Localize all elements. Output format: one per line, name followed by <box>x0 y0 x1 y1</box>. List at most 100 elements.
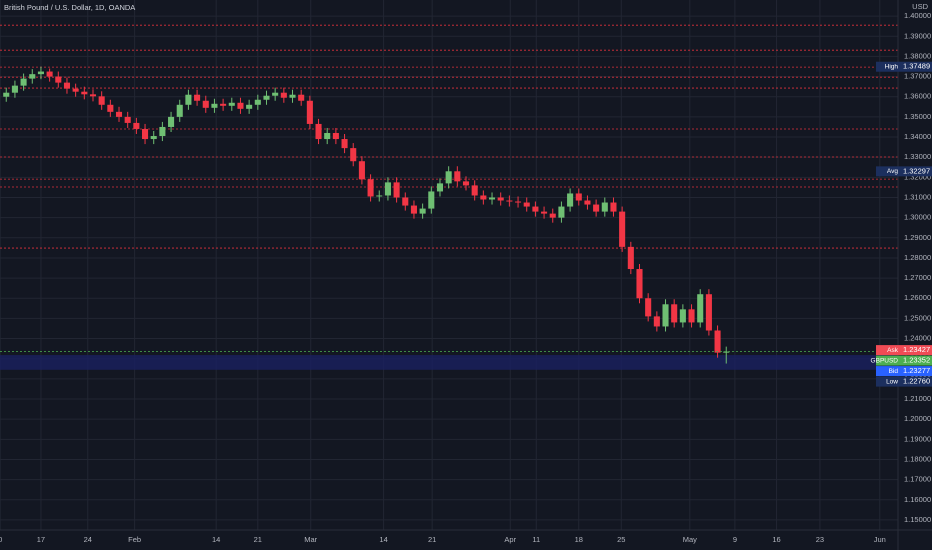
x-tick-label: 18 <box>575 535 583 544</box>
price-label-value: 1.32297 <box>903 166 930 175</box>
x-tick-label: 14 <box>379 535 387 544</box>
price-label-name: Low <box>886 378 898 385</box>
candle-body <box>619 211 626 247</box>
candle-body <box>436 183 444 192</box>
candle-body <box>610 202 617 212</box>
candle-body <box>376 195 383 197</box>
y-tick-label: 1.34000 <box>904 132 931 141</box>
y-tick-label: 1.20000 <box>904 414 931 423</box>
candle-body <box>393 182 400 198</box>
candle-body <box>72 88 79 92</box>
x-tick-label: 25 <box>617 535 625 544</box>
grid <box>0 0 898 530</box>
x-tick-label: 24 <box>84 535 92 544</box>
x-tick-label: 21 <box>428 535 436 544</box>
candle-body <box>220 103 227 106</box>
candle-body <box>419 208 426 214</box>
chart-title: British Pound / U.S. Dollar, 1D, OANDA <box>4 3 135 12</box>
candle-body <box>332 133 339 140</box>
candle-body <box>506 200 513 202</box>
candle-body <box>202 100 209 108</box>
candle-body <box>428 191 435 209</box>
candle-body <box>142 128 149 140</box>
x-tick-label: 23 <box>816 535 824 544</box>
candle-body <box>497 197 504 201</box>
y-tick-label: 1.31000 <box>904 192 931 201</box>
price-label-tag <box>876 355 900 366</box>
candle-body <box>480 195 487 200</box>
x-tick-label: 21 <box>254 535 262 544</box>
price-label-box <box>900 376 932 387</box>
candle-body <box>402 197 409 206</box>
candle-body <box>454 171 461 182</box>
candle-body <box>488 197 496 200</box>
x-tick-label: Feb <box>128 535 141 544</box>
candle-body <box>315 123 322 140</box>
candle-body <box>237 102 244 109</box>
candle-body <box>55 76 62 83</box>
x-tick-label: Mar <box>304 535 317 544</box>
candle-body <box>81 91 88 95</box>
candle-body <box>584 200 591 205</box>
candle-body <box>593 204 600 212</box>
candle-body <box>298 94 305 101</box>
plot <box>0 24 898 370</box>
candle-body <box>636 269 643 299</box>
y-tick-label: 1.27000 <box>904 273 931 282</box>
price-label-box <box>900 166 932 177</box>
candle-body <box>124 116 131 123</box>
candle-body <box>653 316 660 327</box>
candle-body <box>272 92 279 96</box>
candle-body <box>645 298 652 317</box>
price-label-box <box>900 366 932 377</box>
candle-body <box>306 100 313 124</box>
candle-body <box>532 206 539 212</box>
price-label-box <box>900 355 932 366</box>
y-tick-label: 1.17000 <box>904 475 931 484</box>
candle-body <box>558 206 565 218</box>
candle-body <box>567 193 574 207</box>
candle-body <box>98 96 105 105</box>
candle-body <box>20 78 27 86</box>
price-label-name: Avg <box>887 168 898 175</box>
price-label-name: GBPUSD <box>871 357 899 364</box>
y-tick-label: 1.38000 <box>904 51 931 60</box>
price-label-value: 1.37489 <box>903 62 930 71</box>
y-tick-label: 1.36000 <box>904 92 931 101</box>
candle-body <box>280 92 287 98</box>
price-label-box <box>900 61 932 72</box>
candle-body <box>679 309 686 323</box>
candle-body <box>63 82 71 89</box>
candle-body <box>254 99 261 105</box>
candle-body <box>462 181 470 186</box>
candle-body <box>697 294 704 323</box>
candle-body <box>601 202 608 212</box>
candle-body <box>324 133 331 140</box>
candle-body <box>384 182 391 196</box>
y-tick-label: 1.28000 <box>904 253 931 262</box>
price-label-value: 1.23427 <box>903 345 930 354</box>
y-tick-label: 1.39000 <box>904 31 931 40</box>
price-label-value: 1.22760 <box>903 377 930 386</box>
y-tick-label: 1.19000 <box>904 434 931 443</box>
candle-body <box>688 309 695 323</box>
price-label-tag <box>876 366 900 377</box>
candle-body <box>358 161 365 180</box>
candle-body <box>228 102 235 106</box>
price-label-name: Ask <box>887 347 899 354</box>
x-tick-label: Jun <box>874 535 886 544</box>
candle-body <box>115 111 123 117</box>
candle-body <box>46 71 53 77</box>
candle-body <box>523 202 530 207</box>
y-tick-label: 1.37000 <box>904 72 931 81</box>
candle-body <box>515 201 522 203</box>
candle-body <box>168 116 175 127</box>
y-tick-label: 1.25000 <box>904 313 931 322</box>
candle-body <box>627 246 634 270</box>
candle-body <box>185 94 192 105</box>
y-tick-label: 1.35000 <box>904 112 931 121</box>
candle-body <box>29 74 36 79</box>
y-tick-label: 1.15000 <box>904 515 931 524</box>
